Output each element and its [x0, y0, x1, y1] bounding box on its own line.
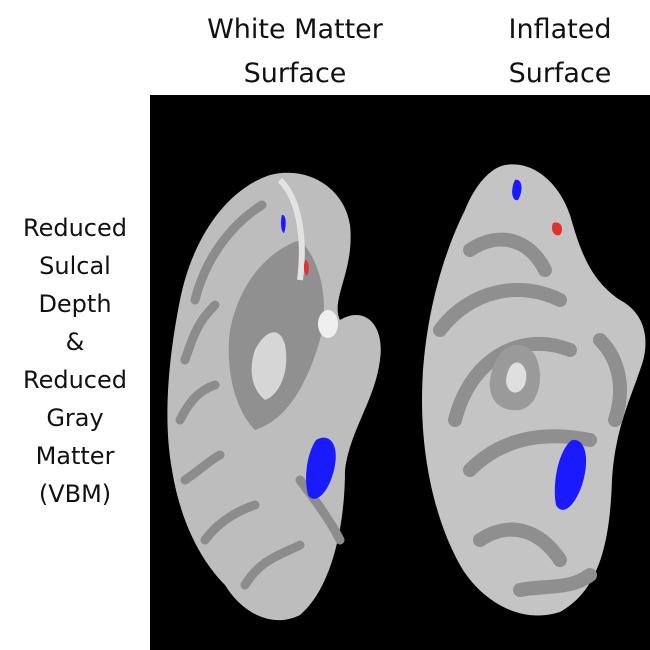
row-label-line: Sulcal: [39, 252, 111, 280]
column-header: White Matter: [207, 14, 384, 45]
row-label-line: Gray: [46, 404, 103, 432]
row-label-line: Reduced: [23, 214, 127, 242]
column-header: Inflated: [509, 14, 612, 45]
column-header: Surface: [244, 58, 347, 89]
row-label-line: &: [66, 328, 85, 356]
row-label-line: Reduced: [23, 366, 127, 394]
column-header: Surface: [509, 58, 612, 89]
row-label-line: Depth: [38, 290, 111, 318]
figure: White Matter Surface Inflated Surface Re…: [0, 0, 650, 650]
row-label-line: Matter: [36, 442, 115, 470]
row-label-line: (VBM): [39, 480, 111, 508]
